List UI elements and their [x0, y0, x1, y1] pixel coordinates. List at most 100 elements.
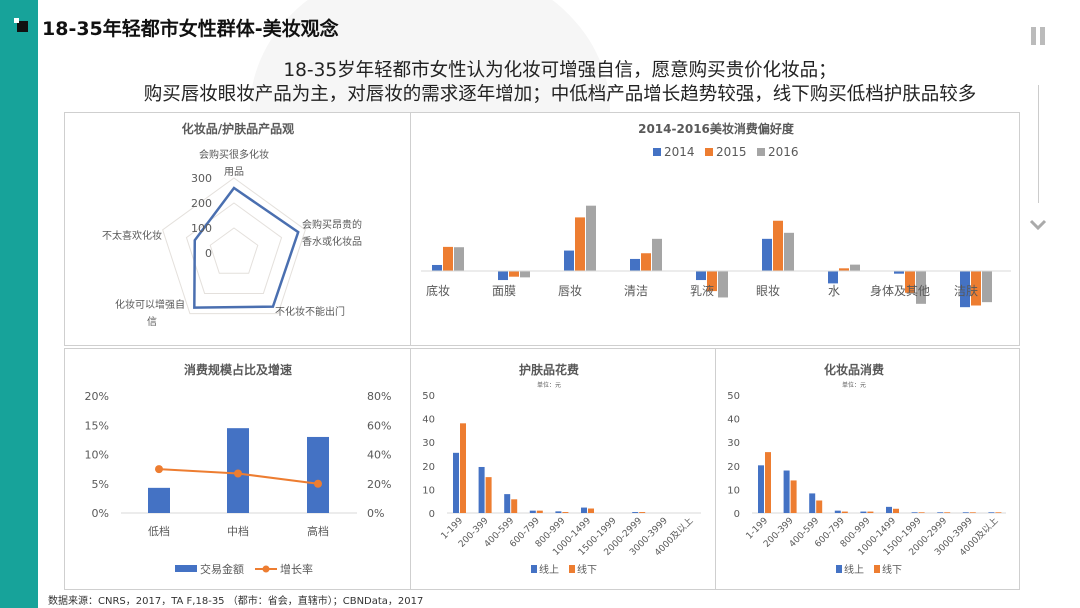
bar [443, 246, 453, 271]
bar [511, 499, 518, 513]
radar-gridline [209, 227, 259, 274]
bar [816, 500, 823, 513]
bar [536, 510, 543, 513]
bar [575, 217, 585, 271]
radar-axis-label: 不化妆不能出门 [275, 305, 345, 318]
bar [839, 268, 849, 271]
bar [460, 423, 466, 513]
chart-title: 消费规模占比及增速 [184, 362, 292, 377]
bar [762, 238, 772, 271]
bar [758, 465, 764, 513]
legend-label: 线下 [577, 563, 597, 576]
radar-axis-label: 不太喜欢化妆 [102, 229, 162, 242]
bar [454, 247, 464, 271]
legend-label: 线上 [844, 563, 864, 576]
radar-axis-label: 化妆可以增强自信 [115, 298, 185, 328]
legend-swatch [175, 565, 197, 572]
bar [586, 205, 596, 271]
y-tick: 40 [422, 415, 435, 426]
bar [937, 512, 944, 513]
y-tick: 50 [422, 391, 435, 402]
bar [886, 506, 892, 513]
radar-gridline [185, 202, 283, 294]
radar-tick: 200 [191, 197, 212, 210]
radar-series [193, 186, 300, 309]
bar [453, 452, 459, 513]
category-label: 身体及其他 [870, 283, 930, 298]
line-point [234, 469, 242, 478]
bar [555, 511, 562, 513]
bar [765, 452, 771, 513]
y-tick-right: 20% [367, 478, 391, 491]
y-tick-right: 0% [367, 507, 384, 520]
y-tick: 30 [727, 438, 740, 449]
y-tick-right: 80% [367, 390, 391, 403]
bar [773, 220, 783, 271]
bar [562, 512, 569, 513]
pause-icon[interactable] [1031, 27, 1046, 45]
bar [971, 271, 981, 306]
bar [718, 271, 728, 298]
bar [581, 507, 587, 513]
bar [432, 264, 442, 271]
y-tick: 10 [727, 485, 740, 496]
category-label: 唇妆 [558, 284, 582, 298]
progress-track[interactable] [1038, 85, 1039, 203]
category-label: 乳液 [690, 283, 714, 298]
bar [894, 271, 904, 274]
preference-chart-panel: 2014-2016美妆消费偏好度 2014 2015 2016 底妆 面膜 唇妆 清洁 乳液 眼妆… [410, 112, 1020, 346]
chart-title: 化妆品消费 [824, 362, 884, 377]
y-tick-right: 60% [367, 419, 391, 432]
data-source-note: 数据来源：CNRS，2017，TA F,18-35 （都市：省会，直辖市）；CB… [48, 596, 424, 607]
category-label: 面膜 [492, 284, 516, 298]
chart-title: 化妆品/护肤品产品观 [182, 121, 294, 136]
y-tick-right: 40% [367, 449, 391, 462]
subtitle-line-1: 18-35岁年轻都市女性认为化妆可增强自信，愿意购买贵价化妆品； [283, 60, 837, 81]
title-square-icon [14, 18, 28, 32]
legend-label: 2015 [716, 145, 747, 159]
y-tick-left: 0% [92, 507, 109, 520]
bar [918, 512, 925, 513]
bar [850, 264, 860, 271]
bar [916, 271, 926, 304]
radar-gridline [162, 177, 306, 315]
bar [630, 258, 640, 271]
legend-label: 2016 [768, 145, 799, 159]
bar [893, 508, 899, 513]
legend-swatch [757, 148, 765, 156]
y-tick: 10 [422, 485, 435, 496]
category-label: 清洁 [624, 284, 648, 298]
scale-combo-chart: 消费规模占比及增速 0% 0% 5% 20% 10% 40% 15% 60% 20% 80% 低档 中档… [85, 362, 392, 576]
bar [529, 510, 536, 513]
radar-axis-label: 会购买昂贵的香水或化妆品 [302, 218, 362, 248]
scale-chart-panel: 消费规模占比及增速 0% 0% 5% 20% 10% 40% 15% 60% 20% 80% 低档 中档… [64, 348, 411, 590]
bar [509, 271, 519, 277]
chart-title: 护肤品花费 [519, 362, 579, 377]
y-tick-left: 10% [85, 449, 109, 462]
bar [962, 512, 969, 513]
category-label: 低档 [148, 524, 170, 538]
bar [784, 232, 794, 271]
chevron-down-icon[interactable] [1029, 219, 1047, 231]
legend-swatch [653, 148, 661, 156]
bar [632, 512, 639, 513]
y-tick: 30 [422, 438, 435, 449]
y-tick: 0 [734, 509, 740, 520]
bar [478, 466, 485, 513]
subtitle-line-2: 购买唇妆眼妆产品为主，对唇妆的需求逐年增加；中低档产品增长趋势较强，线下购买低档… [143, 84, 977, 105]
legend-swatch [836, 565, 842, 573]
bar [707, 271, 717, 292]
y-tick-left: 20% [85, 390, 109, 403]
bar [696, 271, 706, 281]
legend-swatch [569, 565, 575, 573]
y-tick: 40 [727, 415, 740, 426]
category-label: 底妆 [426, 283, 450, 298]
bar [860, 511, 867, 513]
bar [783, 470, 790, 513]
bar [641, 253, 651, 271]
cosmetics-chart-panel: 化妆品消费 单位：元 0 10 20 30 40 50 线上 线下 1-199 200-399 400-… [715, 348, 1020, 590]
preference-bar-chart: 2014-2016美妆消费偏好度 2014 2015 2016 底妆 面膜 唇妆 清洁 乳液 眼妆… [421, 121, 1011, 308]
legend-label: 2014 [664, 145, 695, 159]
skincare-chart-panel: 护肤品花费 单位：元 0 10 20 30 40 50 线上 线下 1-199 200-399 400-… [410, 348, 716, 590]
